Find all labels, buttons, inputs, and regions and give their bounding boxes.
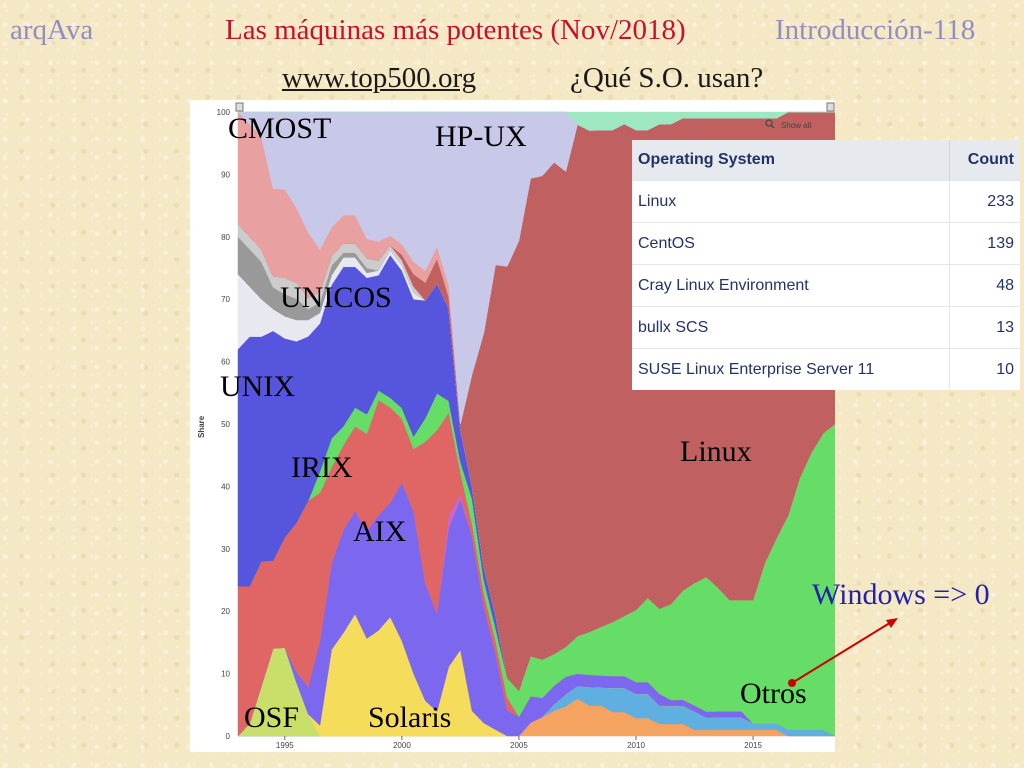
os-count: 48: [949, 264, 1020, 307]
range-handle-left-icon[interactable]: [235, 102, 244, 112]
y-tick-label: 30: [221, 545, 230, 554]
x-tick-label: 2005: [510, 741, 528, 750]
slide-question: ¿Qué S.O. usan?: [570, 62, 764, 94]
os-name: Cray Linux Environment: [632, 264, 950, 307]
y-tick-label: 100: [217, 108, 231, 117]
label-hpux: HP-UX: [435, 120, 527, 153]
y-tick-label: 40: [221, 482, 230, 491]
table-row: bullx SCS 13: [632, 306, 1020, 349]
y-axis-label: Share: [197, 415, 206, 438]
label-otros: Otros: [740, 677, 807, 710]
column-header-count[interactable]: Count: [949, 140, 1020, 181]
x-axis: 1995 2000 2005 2010 2015: [276, 736, 763, 750]
label-irix: IRIX: [291, 451, 353, 484]
show-all-link[interactable]: Show all: [781, 121, 811, 130]
area-mint: [238, 111, 835, 131]
os-count: 233: [949, 180, 1020, 223]
y-tick-label: 60: [221, 358, 230, 367]
windows-note: Windows => 0: [812, 578, 990, 611]
y-tick-label: 0: [226, 732, 231, 741]
x-tick-label: 2000: [393, 741, 411, 750]
table-row: SUSE Linux Enterprise Server 11 10: [632, 348, 1020, 390]
y-tick-label: 20: [221, 607, 230, 616]
label-unicos: UNICOS: [280, 281, 392, 314]
x-tick-label: 1995: [276, 741, 294, 750]
os-name: SUSE Linux Enterprise Server 11: [632, 348, 950, 390]
x-tick-label: 2010: [627, 741, 645, 750]
source-link[interactable]: www.top500.org: [282, 62, 477, 94]
label-linux: Linux: [680, 435, 752, 468]
y-tick-label: 80: [221, 233, 230, 242]
column-header-os[interactable]: Operating System: [632, 140, 950, 181]
label-unix: UNIX: [220, 370, 295, 403]
os-name: CentOS: [632, 222, 950, 265]
y-tick-label: 70: [221, 295, 230, 304]
range-handle-right-icon[interactable]: [826, 102, 835, 112]
y-tick-label: 90: [221, 170, 230, 179]
os-name: Linux: [632, 180, 950, 223]
table-row: Linux 233: [632, 180, 1020, 223]
label-cmost: CMOST: [228, 112, 332, 145]
label-solaris: Solaris: [368, 701, 452, 734]
label-osf: OSF: [244, 701, 300, 734]
os-count: 13: [949, 306, 1020, 349]
table-row: Cray Linux Environment 48: [632, 264, 1020, 307]
os-name: bullx SCS: [632, 306, 950, 349]
label-aix: AIX: [353, 515, 407, 548]
os-count: 139: [949, 222, 1020, 265]
header-section: Introducción-118: [775, 14, 976, 46]
header-course: arqAva: [10, 14, 94, 46]
y-tick-label: 50: [221, 420, 230, 429]
os-count-table: Operating System Count Linux 233 CentOS 13…: [632, 140, 1020, 390]
os-count: 10: [949, 348, 1020, 390]
table-header-row: Operating System Count: [632, 140, 1020, 181]
y-tick-label: 10: [221, 670, 230, 679]
y-axis: 0 10 20 30 40 50 60 70 80 90 100: [217, 108, 231, 741]
slide-title: Las máquinas más potentes (Nov/2018): [225, 14, 686, 46]
zoom-icon[interactable]: [765, 119, 775, 129]
x-tick-label: 2015: [744, 741, 762, 750]
table-row: CentOS 139: [632, 222, 1020, 265]
